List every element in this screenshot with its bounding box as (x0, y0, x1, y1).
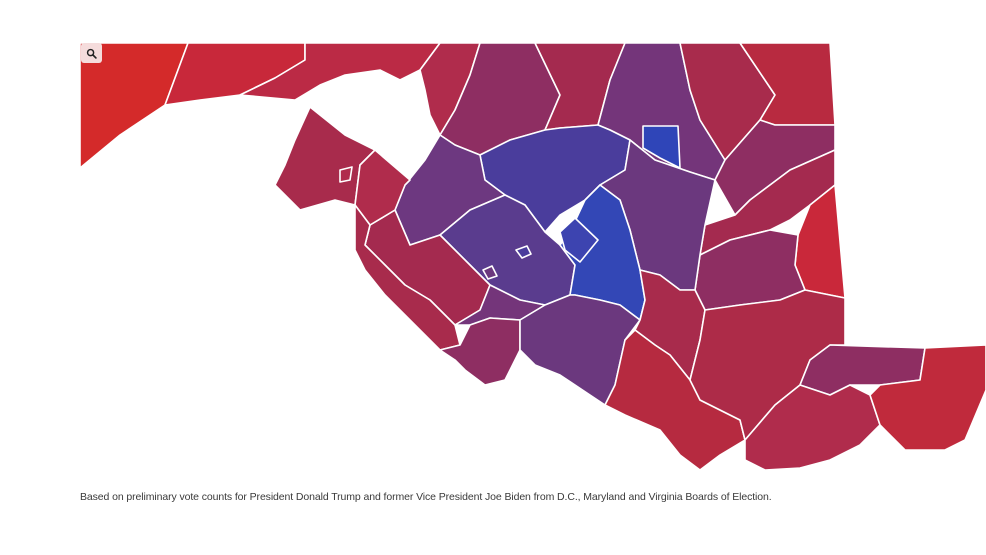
county-fauquier[interactable] (354, 204, 461, 351)
county-baltimore-city[interactable] (642, 125, 681, 169)
zoom-button[interactable] (81, 43, 102, 63)
map-caption: Based on preliminary vote counts for Pre… (80, 491, 772, 503)
county-dc[interactable] (559, 217, 599, 263)
county-garrett[interactable] (79, 42, 189, 169)
search-icon (86, 48, 97, 59)
county-winchester[interactable] (339, 166, 353, 183)
county-manassas[interactable] (482, 265, 498, 280)
county-jefferson[interactable] (274, 106, 376, 211)
county-worcester[interactable] (869, 344, 986, 451)
election-map (79, 42, 986, 471)
county-fairfax-city[interactable] (515, 245, 532, 259)
